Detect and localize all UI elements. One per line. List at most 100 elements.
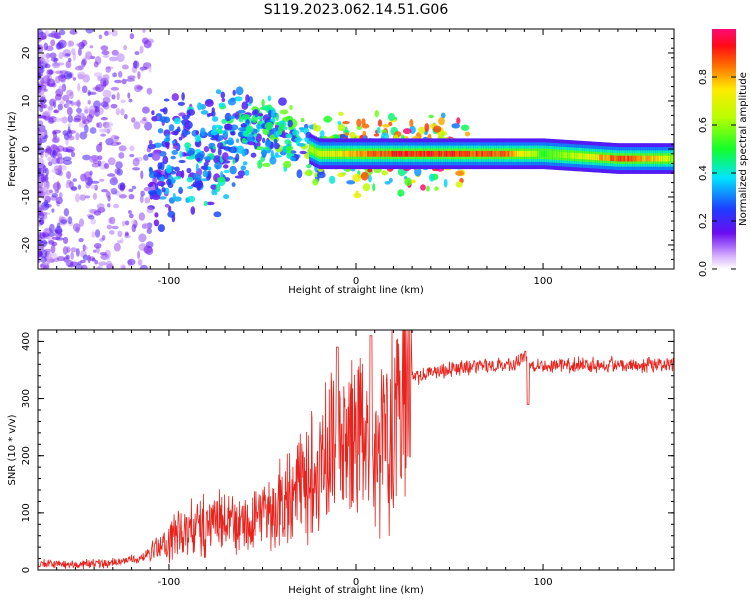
spectrogram-blob	[99, 252, 107, 256]
spectrogram-ridge-cell	[490, 150, 493, 157]
spectrogram-blob	[48, 161, 53, 167]
spectrogram-blob	[227, 137, 234, 146]
spectrogram-blob	[120, 264, 126, 269]
spectrogram-ridge-cell	[537, 150, 540, 157]
spectrogram-blob	[168, 124, 175, 132]
spectrogram-ridge-cell	[449, 150, 452, 157]
y-tick-label: 200	[21, 446, 32, 465]
spectrogram-ridge-cell	[464, 150, 467, 157]
spectrogram-ridge-cell	[544, 151, 548, 157]
spectrogram-blob	[76, 107, 82, 114]
spectrogram-blob	[166, 178, 172, 186]
spectrogram-blob	[67, 264, 76, 268]
spectrogram-blob	[170, 177, 176, 184]
spectrogram-blob	[50, 98, 58, 103]
spectrogram-blob	[171, 140, 176, 144]
spectrogram-ridge-cell	[322, 150, 325, 157]
spectrogram-blob	[90, 218, 97, 225]
spectrogram-blob	[67, 125, 71, 135]
spectrogram-blob	[60, 79, 66, 83]
y-tick-label: 0	[21, 567, 32, 573]
spectrogram-ridge-cell	[361, 150, 364, 157]
spectrogram-ridge-cell	[346, 150, 349, 157]
spectrogram-ridge-cell	[406, 150, 409, 157]
spectrogram-blob	[355, 190, 359, 197]
spectrogram-blob	[178, 136, 183, 141]
spectrogram-ridge-cell	[473, 150, 477, 157]
spectrogram-blob	[210, 130, 218, 136]
spectrogram-ridge-cell	[324, 150, 327, 157]
spectrogram-ridge-cell	[653, 155, 656, 162]
spectrogram-blob	[89, 45, 94, 49]
spectrogram-ridge-cell	[559, 152, 563, 158]
spectrogram-blob	[151, 194, 161, 201]
spectrogram-ridge-cell	[438, 150, 441, 157]
spectrogram-ridge-cell	[354, 150, 357, 157]
spectrogram-blob	[172, 145, 179, 150]
spectrogram-blob	[95, 229, 101, 238]
spectrogram-blob	[260, 149, 268, 156]
spectrogram-blob	[157, 128, 164, 134]
spectrogram-blob	[187, 195, 196, 203]
spectrogram-blob	[55, 75, 61, 84]
spectrogram-ridge-cell	[567, 152, 570, 159]
spectrogram-ridge-cell	[384, 150, 387, 157]
spectrogram-xlabel: Height of straight line (km)	[288, 285, 424, 296]
spectrogram-blob	[275, 112, 279, 122]
spectrogram-ridge-cell	[582, 153, 585, 160]
spectrogram-ridge-cell	[477, 150, 480, 157]
spectrogram-blob	[120, 99, 126, 103]
spectrogram-blob	[66, 171, 72, 180]
spectrogram-blob	[296, 169, 303, 179]
spectrogram-blob	[59, 117, 66, 122]
spectrogram-blob	[76, 42, 84, 47]
spectrogram-ridge-cell	[436, 150, 439, 157]
spectrogram-blob	[211, 107, 215, 114]
spectrogram-ridge-cell	[335, 150, 338, 157]
spectrogram-blob	[62, 156, 72, 161]
spectrogram-blob	[218, 102, 226, 108]
spectrogram-blob	[237, 109, 246, 114]
spectrogram-blob	[45, 52, 51, 59]
spectrogram-blob	[434, 186, 439, 191]
spectrogram-blob	[86, 114, 93, 123]
spectrogram-blob	[92, 192, 98, 200]
spectrogram-blob	[131, 185, 137, 190]
spectrogram-blob	[212, 146, 216, 150]
spectrogram-blob	[98, 34, 102, 40]
spectrogram-ridge-cell	[574, 153, 578, 159]
spectrogram-ridge-cell	[468, 150, 471, 157]
spectrogram-blob	[187, 186, 193, 189]
spectrogram-blob	[200, 110, 209, 115]
spectrogram-blob	[47, 156, 52, 162]
spectrogram-blob	[133, 121, 141, 130]
spectrogram-blob	[426, 185, 430, 192]
spectrogram-ridge-cell	[356, 150, 359, 157]
spectrogram-blob	[100, 133, 106, 137]
spectrogram-blob	[83, 171, 92, 180]
spectrogram-ridge-cell	[645, 155, 649, 162]
spectrogram-blob	[146, 87, 153, 95]
spectrogram-blob	[123, 113, 128, 120]
spectrogram-blob	[54, 189, 59, 194]
spectrogram-ridge-cell	[481, 150, 484, 157]
spectrogram-blob	[38, 102, 44, 108]
spectrogram-ridge-cell	[569, 152, 572, 159]
spectrogram-blob	[171, 214, 176, 223]
spectrogram-blob	[270, 118, 276, 123]
spectrogram-blob	[211, 116, 219, 122]
y-tick-label: -10	[21, 189, 32, 205]
spectrogram-blob	[174, 176, 181, 180]
spectrogram-blob	[139, 45, 144, 54]
spectrogram-blob	[221, 118, 227, 124]
spectrogram-blob	[58, 85, 64, 93]
colorbar-tick-label: 0.6	[698, 117, 709, 133]
spectrogram-blob	[124, 220, 130, 226]
spectrogram-blob	[232, 158, 236, 165]
spectrogram-blob	[115, 161, 123, 170]
spectrogram-ridge-cell	[430, 150, 434, 157]
colorbar-tick-label: 0.4	[698, 165, 709, 181]
spectrogram-blob	[62, 94, 70, 102]
spectrogram-blob	[51, 241, 58, 247]
spectrogram-blob	[38, 240, 44, 244]
